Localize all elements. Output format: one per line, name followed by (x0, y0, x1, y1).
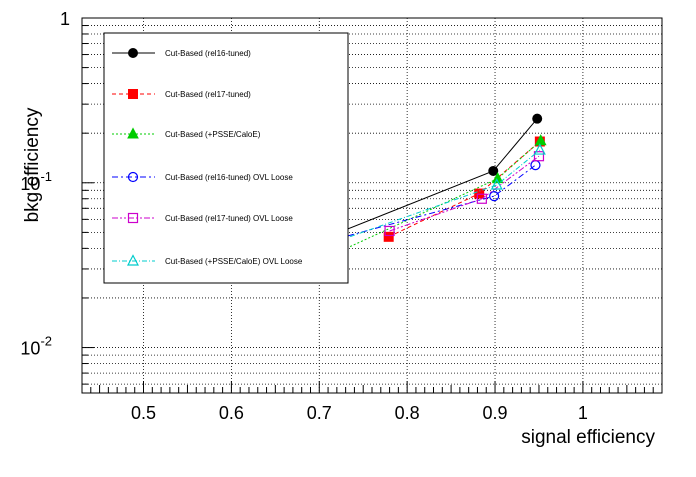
y-axis-title: bkg efficiency (22, 107, 43, 222)
series-line (319, 118, 538, 241)
legend-label: Cut-Based (rel16-tuned) OVL Loose (165, 173, 293, 182)
x-tick-label: 0.9 (483, 403, 508, 423)
series-4 (315, 160, 541, 249)
data-point (491, 172, 504, 184)
data-point (384, 225, 395, 237)
legend-marker (127, 212, 139, 224)
tick-labels: 0.5 0.6 0.7 0.8 0.9 1 10-2 10-1 1 (20, 9, 588, 423)
y-tick-label: 10-1 (20, 169, 52, 194)
axis-ticks (82, 25, 654, 393)
legend-entry-3: Cut-Based (+PSSE/CaloE) (112, 127, 261, 139)
x-tick-label: 0.8 (395, 403, 420, 423)
series-2 (383, 136, 545, 242)
legend-entry-4: Cut-Based (rel16-tuned) OVL Loose (112, 171, 293, 183)
data-point (476, 193, 487, 204)
series-line (388, 141, 541, 238)
data-point (490, 178, 503, 190)
x-tick-label: 1 (578, 403, 588, 423)
legend-entry-5: Cut-Based (rel17-tuned) OVL Loose (112, 212, 293, 224)
legend-entry-2: Cut-Based (rel17-tuned) (112, 89, 251, 99)
y-tick-label: 10-2 (20, 334, 52, 359)
legend-marker (128, 48, 138, 58)
legend-entry-6: Cut-Based (+PSSE/CaloE) OVL Loose (112, 254, 303, 266)
legend-marker (128, 89, 138, 99)
series-5 (384, 151, 545, 237)
data-point (533, 151, 545, 162)
legend-label: Cut-Based (+PSSE/CaloE) (165, 130, 261, 139)
data-point (474, 188, 485, 199)
legend-entry-1: Cut-Based (rel16-tuned) (112, 48, 251, 58)
x-tick-label: 0.6 (219, 403, 244, 423)
legend-box (103, 32, 349, 284)
legend-marker (127, 254, 139, 266)
series-3 (315, 134, 547, 265)
data-point (533, 143, 546, 155)
data-point (534, 134, 547, 146)
legend-label: Cut-Based (rel17-tuned) OVL Loose (165, 214, 293, 223)
legend-marker (127, 127, 139, 139)
legend-marker (127, 171, 139, 183)
x-tick-label: 0.5 (131, 403, 156, 423)
series-line (320, 164, 536, 244)
data-point (532, 113, 543, 124)
x-tick-label: 0.7 (307, 403, 332, 423)
data-point (383, 231, 394, 242)
series-line (389, 155, 540, 232)
data-point (530, 160, 541, 171)
x-axis-title: signal efficiency (521, 427, 655, 448)
series (315, 113, 547, 265)
legend-label: Cut-Based (rel16-tuned) (165, 49, 251, 58)
legend: Cut-Based (rel16-tuned) Cut-Based (rel17-… (103, 32, 349, 284)
series-line (320, 140, 542, 261)
legend-label: Cut-Based (+PSSE/CaloE) OVL Loose (165, 257, 303, 266)
legend-label: Cut-Based (rel17-tuned) (165, 90, 251, 99)
series-line (321, 149, 541, 248)
data-point (488, 165, 499, 176)
data-point (489, 191, 500, 202)
y-tick-label: 1 (60, 9, 70, 29)
